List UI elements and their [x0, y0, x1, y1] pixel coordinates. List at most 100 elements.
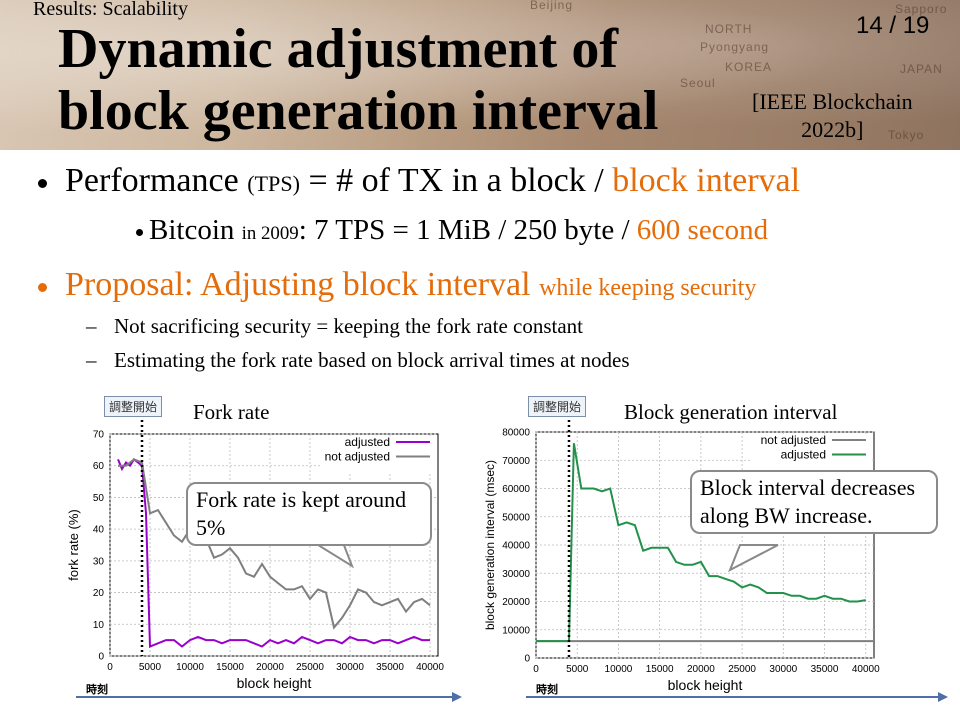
- bullet-small-text: while keeping security: [539, 275, 757, 301]
- bullet-performance: Performance (TPS) = # of TX in a block /…: [38, 162, 800, 200]
- y-tick-label: 20000: [502, 597, 530, 608]
- map-label: KOREA: [725, 60, 773, 74]
- x-axis-label: block height: [237, 675, 312, 691]
- legend-label: not adjusted: [325, 450, 390, 464]
- x-tick-label: 15000: [646, 664, 674, 675]
- y-axis-label: fork rate (%): [66, 509, 81, 581]
- block-interval-chart-svg: 0100002000030000400005000060000700008000…: [483, 420, 948, 702]
- x-tick-label: 5000: [566, 664, 589, 675]
- x-tick-label: 35000: [811, 664, 839, 675]
- map-background: [0, 0, 960, 150]
- map-label: NORTH: [705, 22, 753, 36]
- title-line: block generation interval: [58, 80, 659, 142]
- bullet-proposal: Proposal: Adjusting block interval while…: [38, 266, 756, 304]
- time-axis-label: 時刻: [86, 682, 108, 696]
- x-tick-label: 0: [107, 662, 113, 673]
- fork-rate-chart-svg: 0 10 20 30 40 50 60 70 0 5000 10000 15000 20000 25000…: [66, 420, 462, 702]
- legend-label: adjusted: [781, 448, 826, 462]
- section-label: Results: Scalability: [33, 0, 188, 20]
- bullet-dot: [38, 282, 47, 292]
- fork-rate-callout: Fork rate is kept around 5%: [186, 482, 432, 546]
- y-tick-label: 40: [93, 525, 105, 536]
- adjustment-start-tag: 調整開始: [104, 396, 163, 417]
- time-axis-label: 時刻: [536, 682, 558, 696]
- x-tick-label: 0: [533, 664, 539, 675]
- x-tick-label: 25000: [728, 664, 756, 675]
- x-tick-label: 35000: [376, 662, 404, 673]
- y-tick-label: 20: [93, 588, 105, 599]
- series-line-adjusted: [536, 443, 866, 643]
- x-tick-label: 20000: [687, 664, 715, 675]
- y-tick-label: 0: [524, 654, 530, 665]
- series-line-adjusted: [117, 457, 430, 648]
- x-tick-label: 10000: [176, 662, 204, 673]
- y-tick-label: 50000: [502, 512, 530, 523]
- bullet-dot: [38, 178, 47, 188]
- chart-caption: Fork rate: [193, 400, 270, 424]
- bullet-text: Bitcoin: [149, 214, 235, 246]
- sub-bullet-estimation: – Estimating the fork rate based on block…: [86, 348, 630, 373]
- bullet-text: Performance: [65, 162, 239, 199]
- x-tick-label: 40000: [852, 664, 880, 675]
- block-interval-callout: Block interval decreases along BW increa…: [690, 470, 938, 534]
- y-tick-label: 60: [93, 461, 105, 472]
- y-tick-label: 10000: [502, 625, 530, 636]
- dash-marker: –: [86, 348, 97, 372]
- y-tick-label: 70: [93, 430, 105, 441]
- y-tick-label: 30: [93, 556, 105, 567]
- adjustment-start-tag: 調整開始: [528, 396, 587, 417]
- y-tick-label: 10: [93, 620, 105, 631]
- fork-rate-chart: 0 10 20 30 40 50 60 70 0 5000 10000 15000 20000 25000…: [60, 394, 470, 706]
- x-tick-label: 30000: [336, 662, 364, 673]
- x-tick-label: 20000: [256, 662, 284, 673]
- title-banner: Beijing NORTH Pyongyang KOREA Seoul JAPA…: [0, 0, 960, 150]
- callout-pointer: [728, 544, 779, 573]
- bullet-small-text: (TPS): [247, 171, 300, 196]
- y-tick-label: 80000: [502, 428, 530, 439]
- title-line: Dynamic adjustment of: [58, 18, 618, 80]
- bullet-dot: [136, 228, 143, 236]
- bullet-text: = # of TX in a block /: [308, 162, 604, 199]
- x-tick-label: 10000: [605, 664, 633, 675]
- y-tick-label: 0: [98, 652, 104, 663]
- x-tick-label: 40000: [416, 662, 444, 673]
- x-tick-label: 30000: [769, 664, 797, 675]
- page-number: 14 / 19: [856, 12, 930, 39]
- bullet-highlight: block interval: [612, 162, 801, 199]
- x-tick-label: 25000: [296, 662, 324, 673]
- map-label: JAPAN: [900, 62, 943, 76]
- bullet-highlight: 600 second: [636, 214, 769, 246]
- map-label: Sapporo: [895, 2, 948, 16]
- bullet-text: Proposal: Adjusting block interval: [65, 266, 531, 303]
- time-arrow-head: [452, 692, 462, 702]
- y-tick-label: 40000: [502, 541, 530, 552]
- y-tick-label: 30000: [502, 569, 530, 580]
- citation-line: 2022b]: [801, 117, 864, 142]
- map-label: Seoul: [680, 76, 716, 90]
- block-interval-chart: 0 10000 20000 30000 40000 50000 60000 70000 8000…: [478, 394, 954, 706]
- dash-marker: –: [86, 314, 97, 338]
- y-tick-label: 60000: [502, 484, 530, 495]
- bullet-small-text: in 2009: [241, 223, 299, 244]
- map-label: Tokyo: [888, 128, 925, 142]
- time-arrow-head: [938, 692, 948, 702]
- citation-line: [IEEE Blockchain: [752, 89, 913, 114]
- y-axis-label: block generation interval (msec): [483, 460, 497, 630]
- bullet-text: Estimating the fork rate based on block …: [114, 348, 630, 372]
- x-tick-label: 15000: [216, 662, 244, 673]
- y-tick-label: 70000: [502, 456, 530, 467]
- sub-bullet-security: – Not sacrificing security = keeping the …: [86, 314, 583, 339]
- legend-label: adjusted: [345, 435, 390, 449]
- map-label: Pyongyang: [700, 40, 770, 54]
- page-title: Dynamic adjustment of block generation i…: [58, 18, 658, 142]
- series-line-not-adjusted: [118, 458, 431, 630]
- bullet-text: Not sacrificing security = keeping the f…: [114, 314, 584, 338]
- x-axis-label: block height: [668, 677, 743, 693]
- chart-caption: Block generation interval: [624, 400, 838, 424]
- x-tick-label: 5000: [139, 662, 162, 673]
- bullet-text: : 7 TPS = 1 MiB / 250 byte /: [298, 214, 630, 246]
- y-tick-label: 50: [93, 493, 105, 504]
- map-label: Beijing: [530, 0, 574, 12]
- legend-label: not adjusted: [761, 433, 826, 447]
- citation: [IEEE Blockchain 2022b]: [752, 88, 913, 144]
